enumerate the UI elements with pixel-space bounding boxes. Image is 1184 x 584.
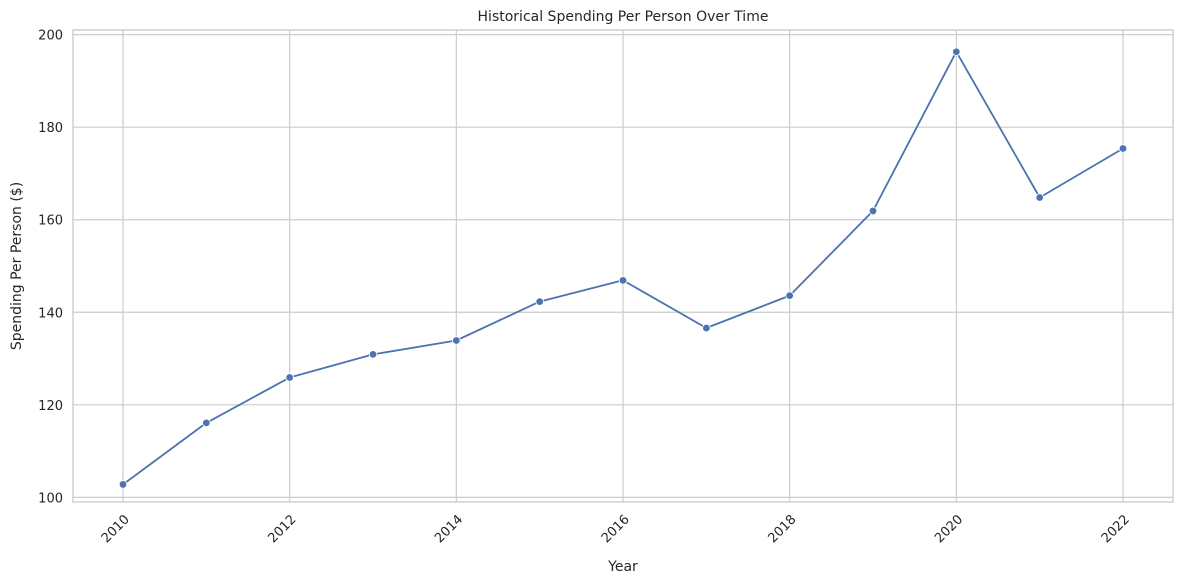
y-tick-label: 140: [38, 306, 63, 321]
x-tick-label: 2020: [932, 512, 966, 546]
series-group: [118, 47, 1128, 489]
y-tick-label: 180: [38, 121, 63, 136]
y-tick-label: 200: [38, 29, 63, 44]
data-point: [285, 373, 294, 382]
x-axis-label: Year: [607, 559, 638, 575]
data-point: [1118, 144, 1128, 153]
x-tick-label: 2014: [432, 512, 466, 546]
data-point: [1035, 193, 1044, 202]
y-axis-label: Spending Per Person ($): [9, 182, 25, 350]
data-point: [952, 47, 961, 56]
data-point: [702, 323, 711, 333]
y-tick-label: 100: [38, 491, 63, 506]
x-tick-labels: 2010 2012 2014 2016 2018 2020 2022: [99, 512, 1133, 546]
x-tick-label: 2016: [599, 512, 633, 546]
x-tick-label: 2012: [265, 512, 299, 546]
y-tick-labels: 100 120 140 160 180 200: [38, 29, 63, 507]
data-point: [118, 480, 128, 489]
chart-title: Historical Spending Per Person Over Time: [478, 9, 769, 25]
x-tick-label: 2018: [765, 512, 799, 546]
data-point: [785, 291, 794, 300]
data-point: [868, 206, 878, 216]
x-tick-label: 2022: [1099, 512, 1133, 546]
y-tick-label: 160: [38, 214, 63, 229]
data-point: [202, 418, 211, 428]
data-point: [618, 276, 628, 285]
data-point: [452, 336, 461, 345]
plot-frame: [72, 29, 1174, 503]
y-tick-label: 120: [38, 399, 63, 414]
x-gridlines: [122, 30, 1124, 502]
data-point: [368, 350, 378, 359]
x-tick-label: 2010: [99, 512, 133, 546]
data-point: [535, 297, 544, 306]
